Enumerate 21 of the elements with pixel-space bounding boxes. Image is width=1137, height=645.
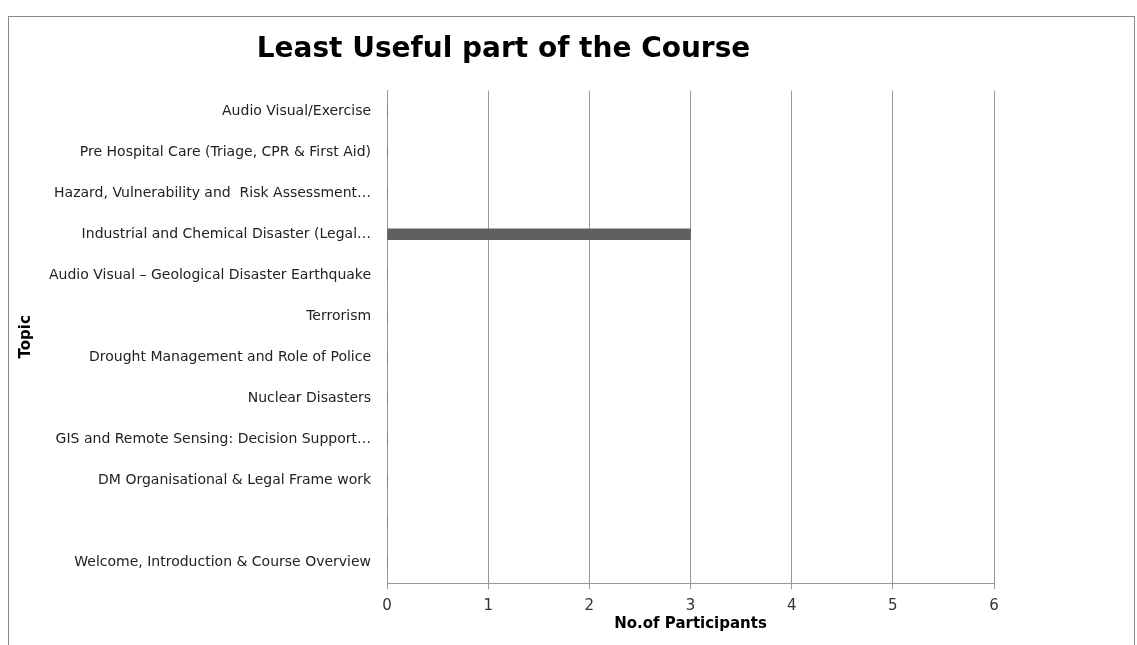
- chart-title: Least Useful part of the Course: [256, 31, 751, 65]
- x-tick-label: 5: [888, 595, 898, 614]
- x-tick-label: 4: [786, 595, 797, 614]
- x-tick-label: 0: [382, 595, 392, 614]
- y-tick-label: Industrial and Chemical Disaster (Legal…: [81, 224, 372, 241]
- x-tick-label: 6: [989, 595, 999, 614]
- y-tick-label: DM Organisational & Legal Frame work: [98, 471, 372, 488]
- y-tick-label: Audio Visual – Geological Disaster Earthquake: [49, 265, 372, 282]
- y-tick-label: Hazard, Vulnerability and Risk Assessment…: [54, 183, 372, 200]
- y-tick-label: Nuclear Disasters: [247, 388, 372, 405]
- x-tick-label: 2: [584, 595, 595, 614]
- x-tick-label: 1: [483, 595, 493, 614]
- y-tick-label: Pre Hospital Care (Triage, CPR & First Aid): [79, 142, 372, 159]
- x-tick-label: 3: [685, 595, 696, 614]
- y-tick-label: Welcome, Introduction & Course Overview: [74, 553, 372, 570]
- y-tick-label: Terrorism: [305, 306, 372, 323]
- x-axis-title: No.of Participants: [614, 613, 767, 632]
- y-axis-title: Topic: [15, 315, 34, 359]
- y-tick-label: Drought Management and Role of Police: [89, 347, 372, 364]
- y-tick-label: GIS and Remote Sensing: Decision Support…: [55, 430, 372, 447]
- y-tick-label: Audio Visual/Exercise: [222, 101, 372, 118]
